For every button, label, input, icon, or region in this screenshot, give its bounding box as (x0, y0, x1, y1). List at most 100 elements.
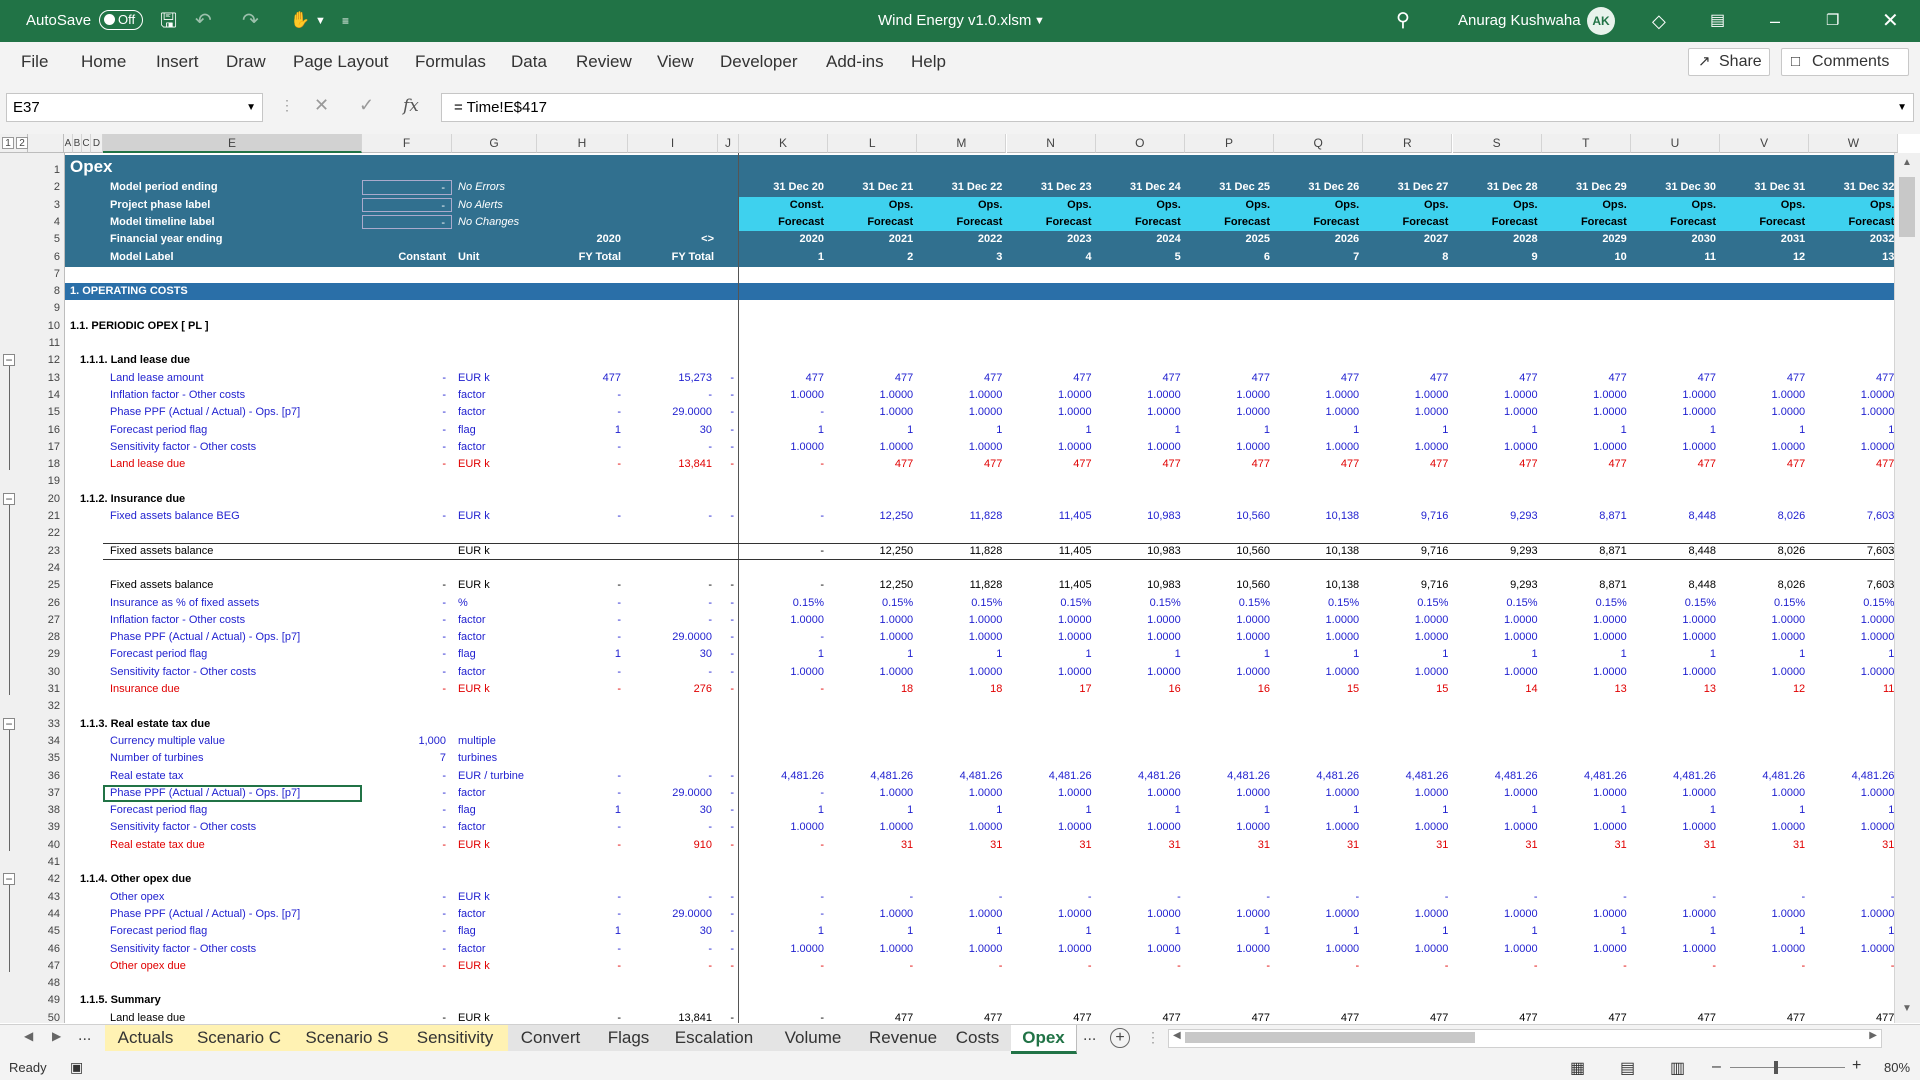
tab-help[interactable]: Help (911, 52, 946, 71)
insert-function-icon[interactable]: fx (403, 96, 419, 116)
zoom-slider[interactable] (1730, 1061, 1845, 1074)
outline-level-2-button[interactable]: 2 (16, 137, 28, 149)
tab-data[interactable]: Data (511, 52, 547, 71)
title-dropdown-icon[interactable]: ▼ (1034, 15, 1045, 27)
row-number[interactable]: 34 (47, 734, 60, 747)
formula-input[interactable]: = Time!E$417 ▼ (441, 93, 1914, 122)
column-header-g[interactable]: G (452, 134, 537, 153)
column-header-p[interactable]: P (1185, 134, 1274, 153)
macro-record-icon[interactable]: ▣ (70, 1059, 84, 1075)
column-header-j[interactable]: J (718, 134, 739, 153)
tab-file[interactable]: File (21, 52, 49, 71)
column-header-i[interactable]: I (628, 134, 718, 153)
redo-icon[interactable]: ↷ (242, 10, 259, 32)
row-number[interactable]: 24 (47, 561, 60, 574)
row-number[interactable]: 21 (47, 510, 60, 522)
tabs-splitter-icon[interactable]: ⋮ (1146, 1029, 1160, 1045)
row-number[interactable]: 5 (53, 233, 60, 246)
tab-view[interactable]: View (657, 52, 694, 71)
row-number[interactable]: 28 (47, 631, 60, 644)
enter-icon[interactable]: ✓ (359, 95, 375, 115)
vertical-scrollbar[interactable] (1894, 153, 1920, 1023)
tab-add-ins[interactable]: Add-ins (826, 52, 884, 71)
collapse-group-button[interactable]: − (3, 717, 15, 730)
zoom-slider-thumb[interactable] (1774, 1061, 1778, 1074)
column-header-c[interactable]: C (82, 134, 91, 153)
share-button[interactable]: ↗ Share (1688, 48, 1770, 76)
name-box-dropdown-icon[interactable]: ▼ (246, 102, 256, 113)
search-icon[interactable]: ⚲ (1396, 10, 1410, 31)
scroll-tabs-right-icon[interactable]: ▶ (52, 1029, 62, 1043)
spreadsheet-grid[interactable]: 1 2 A B C D E F G H I J K L M N O P Q R S T U V W 1 2 3 4 5 6 Opex Model… (0, 134, 1920, 1024)
sheet-tab-actuals[interactable]: Actuals (105, 1025, 187, 1051)
save-icon[interactable]: 🖫 (160, 10, 178, 32)
sheet-tab-escalation[interactable]: Escalation (664, 1025, 765, 1051)
cancel-icon[interactable]: ✕ (314, 95, 330, 115)
tabs-overflow-left[interactable]: ... (78, 1027, 92, 1044)
expand-formula-icon[interactable]: ▼ (1897, 102, 1907, 113)
touch-mode-icon[interactable]: ✋ (290, 12, 310, 29)
row-number[interactable]: 40 (47, 838, 60, 851)
sheet-tab-volume[interactable]: Volume (764, 1025, 863, 1051)
column-header-a[interactable]: A (64, 134, 73, 153)
undo-icon[interactable]: ↶ (195, 10, 212, 32)
row-number[interactable]: 29 (47, 648, 60, 661)
column-header-e[interactable]: E (103, 134, 362, 153)
tab-home[interactable]: Home (81, 52, 127, 71)
row-number[interactable]: 37 (47, 786, 60, 799)
row-number[interactable]: 1 (53, 164, 60, 176)
column-header-n[interactable]: N (1006, 134, 1096, 153)
zoom-out-icon[interactable]: – (1712, 1058, 1721, 1075)
column-header-u[interactable]: U (1631, 134, 1720, 153)
restore-icon[interactable]: ❐ (1826, 12, 1840, 29)
column-header-k[interactable]: K (739, 134, 828, 153)
row-number[interactable]: 41 (47, 856, 60, 868)
tabs-overflow-right[interactable]: ... (1083, 1027, 1097, 1044)
selected-cell-e37[interactable] (103, 784, 362, 803)
tab-developer[interactable]: Developer (720, 52, 798, 71)
collapse-group-button[interactable]: − (3, 492, 15, 505)
tab-review[interactable]: Review (576, 52, 632, 71)
row-number[interactable]: 25 (47, 579, 60, 592)
row-number[interactable]: 2 (53, 181, 60, 194)
row-number[interactable]: 48 (47, 977, 60, 990)
diamond-icon[interactable]: ◇ (1652, 11, 1666, 31)
column-header-r[interactable]: R (1363, 134, 1453, 153)
column-header-f[interactable]: F (362, 134, 452, 153)
comments-button[interactable]: □ Comments (1781, 48, 1909, 76)
ribbon-display-icon[interactable]: ▤ (1710, 12, 1726, 29)
row-number[interactable]: 6 (53, 250, 60, 263)
avatar[interactable]: AK (1587, 7, 1615, 35)
column-header-h[interactable]: H (537, 134, 628, 153)
row-number[interactable]: 50 (47, 1011, 60, 1024)
row-number[interactable]: 43 (47, 890, 60, 903)
sheet-tab-opex[interactable]: Opex (1011, 1025, 1077, 1054)
row-number[interactable]: 20 (47, 492, 60, 505)
tab-draw[interactable]: Draw (226, 52, 266, 71)
scroll-tabs-left-icon[interactable]: ◀ (24, 1029, 34, 1043)
row-number[interactable]: 22 (47, 527, 60, 540)
sheet-tab-revenue[interactable]: Revenue (862, 1025, 945, 1051)
row-number[interactable]: 31 (47, 683, 60, 695)
sheet-tab-costs[interactable]: Costs (944, 1025, 1012, 1051)
row-number[interactable]: 36 (47, 769, 60, 782)
sheet-tab-flags[interactable]: Flags (593, 1025, 665, 1051)
sheet-tab-convert[interactable]: Convert (508, 1025, 594, 1051)
row-number[interactable]: 44 (47, 907, 60, 920)
row-number[interactable]: 8 (53, 285, 60, 298)
scroll-down-icon[interactable]: ▼ (1902, 1003, 1912, 1014)
row-number[interactable]: 26 (47, 596, 60, 609)
row-number[interactable]: 42 (47, 873, 60, 886)
column-header-w[interactable]: W (1809, 134, 1899, 153)
autosave-toggle[interactable]: Off (99, 10, 143, 30)
row-number[interactable]: 7 (53, 267, 60, 280)
sheet-tab-sensitivity[interactable]: Sensitivity (402, 1025, 509, 1051)
page-break-view-icon[interactable]: ▥ (1670, 1060, 1686, 1077)
row-number[interactable]: 38 (47, 804, 60, 817)
column-header-b[interactable]: B (73, 134, 82, 153)
row-number[interactable]: 47 (47, 959, 60, 972)
normal-view-icon[interactable]: ▦ (1570, 1060, 1586, 1077)
row-number[interactable]: 12 (47, 354, 60, 367)
header-input-cell[interactable]: - (362, 197, 452, 212)
zoom-level[interactable]: 80% (1884, 1060, 1911, 1075)
